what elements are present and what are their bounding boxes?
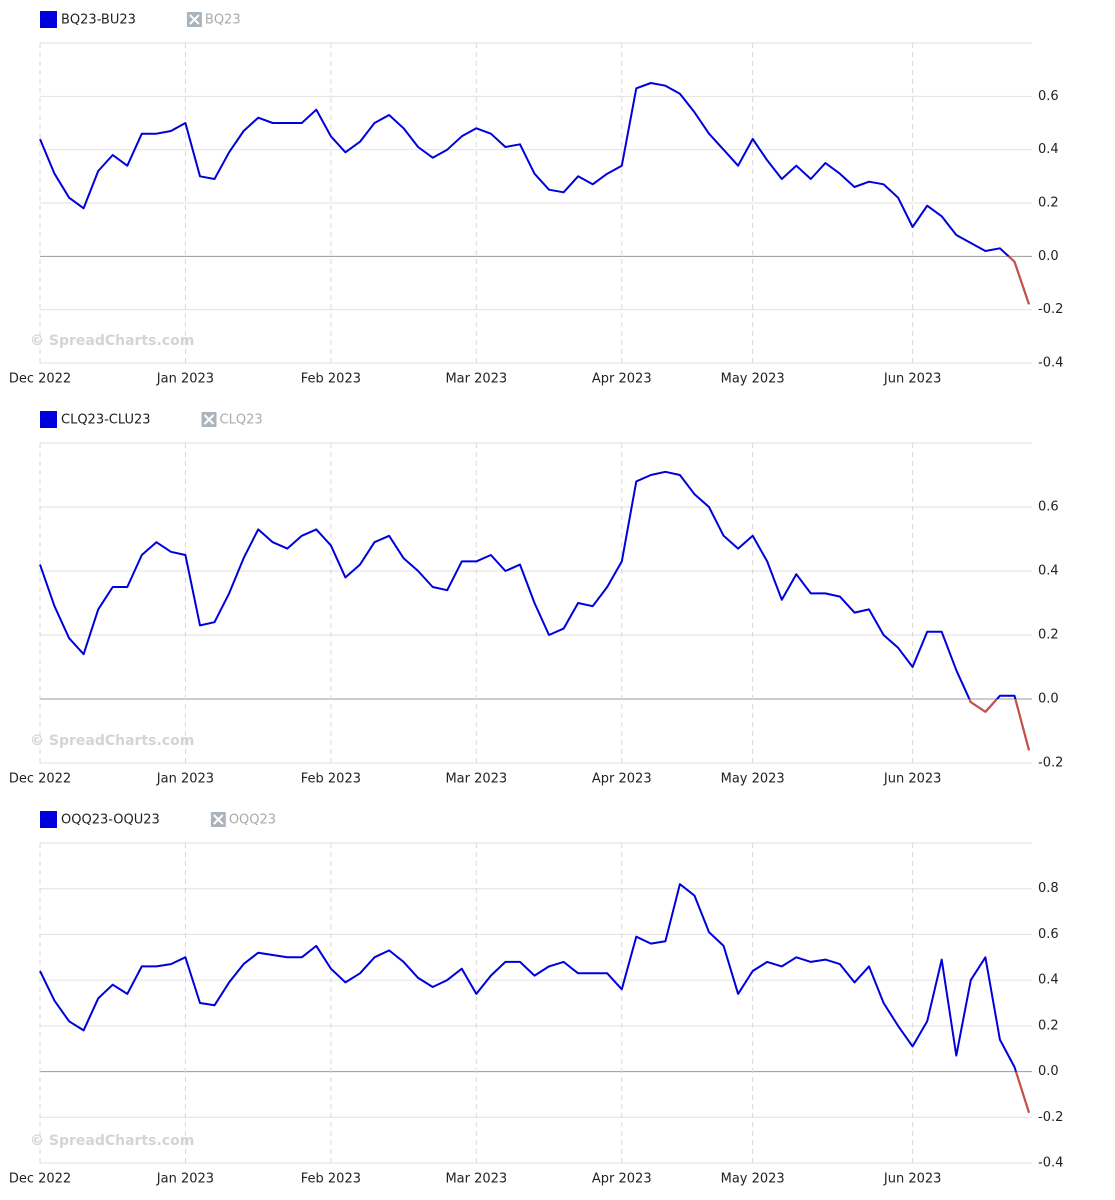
x-tick-label: Jan 2023 [156,772,214,787]
x-tick-label: Feb 2023 [301,1172,361,1187]
y-tick-label: -0.4 [1038,1156,1063,1171]
y-tick-label: 0.4 [1038,564,1059,579]
y-tick-label: 0.0 [1038,692,1059,707]
series-line-negative [1007,256,1030,305]
series-line [39,82,1030,305]
watermark: © SpreadCharts.com [30,333,194,349]
watermark: © SpreadCharts.com [30,733,194,749]
x-tick-label: Dec 2022 [9,772,71,787]
y-tick-label: 0.2 [1038,196,1059,211]
legend-swatch [40,411,57,428]
y-tick-label: 0.0 [1038,1064,1059,1079]
legend-hidden-label: BQ23 [205,13,241,28]
y-tick-label: 0.4 [1038,973,1059,988]
y-tick-label: 0.6 [1038,89,1059,104]
y-tick-label: -0.2 [1038,1110,1063,1125]
legend-label: BQ23-BU23 [61,13,136,28]
x-tick-label: Jan 2023 [156,372,214,387]
series-line [39,470,1030,751]
y-tick-label: -0.2 [1038,756,1063,771]
series-line-negative [968,699,1030,751]
legend-swatch [40,811,57,828]
x-tick-label: Apr 2023 [592,1172,652,1187]
x-tick-label: May 2023 [721,1172,785,1187]
x-tick-label: Mar 2023 [445,372,507,387]
chart-panel: -0.2 0.0 0.2 0.4 0.6 Dec 2022 Jan 2023 Feb 2023… [9,411,1063,787]
legend-hidden-cross [189,14,200,25]
legend-hidden-cross [213,814,224,825]
y-tick-label: 0.0 [1038,249,1059,264]
x-tick-label: Jun 2023 [883,1172,942,1187]
x-tick-label: Mar 2023 [445,1172,507,1187]
x-tick-label: Feb 2023 [301,772,361,787]
y-tick-label: -0.2 [1038,302,1063,317]
x-tick-label: May 2023 [721,772,785,787]
legend-hidden-cross [203,414,215,425]
y-tick-label: 0.4 [1038,142,1059,157]
x-tick-label: Jun 2023 [883,372,942,387]
legend-swatch [40,11,57,28]
x-tick-label: Apr 2023 [592,772,652,787]
y-tick-label: -0.4 [1038,356,1063,371]
chart-panel: -0.4 -0.2 0.0 0.2 0.4 0.6 Dec 2022 Jan 2023 Feb … [9,11,1063,387]
x-tick-label: Dec 2022 [9,372,71,387]
y-tick-label: 0.2 [1038,628,1059,643]
x-tick-label: May 2023 [721,372,785,387]
series-line [39,883,1030,1114]
watermark: © SpreadCharts.com [30,1133,194,1149]
legend-hidden-label: CLQ23 [220,413,263,428]
x-tick-label: Jun 2023 [883,772,942,787]
legend-label: OQQ23-OQU23 [61,813,160,828]
y-tick-label: 0.6 [1038,927,1059,942]
x-tick-label: Feb 2023 [301,372,361,387]
series-line-negative [1014,1071,1030,1114]
chart-panel: -0.4 -0.2 0.0 0.2 0.4 0.6 0.8 Dec 2022 Jan 2023 F… [9,811,1063,1187]
y-tick-label: 0.8 [1038,881,1059,896]
legend-hidden-label: OQQ23 [229,813,276,828]
y-tick-label: 0.6 [1038,500,1059,515]
x-tick-label: Jan 2023 [156,1172,214,1187]
x-tick-label: Dec 2022 [9,1172,71,1187]
x-tick-label: Mar 2023 [445,772,507,787]
legend-label: CLQ23-CLU23 [61,413,151,428]
y-tick-label: 0.2 [1038,1018,1059,1033]
x-tick-label: Apr 2023 [592,372,652,387]
